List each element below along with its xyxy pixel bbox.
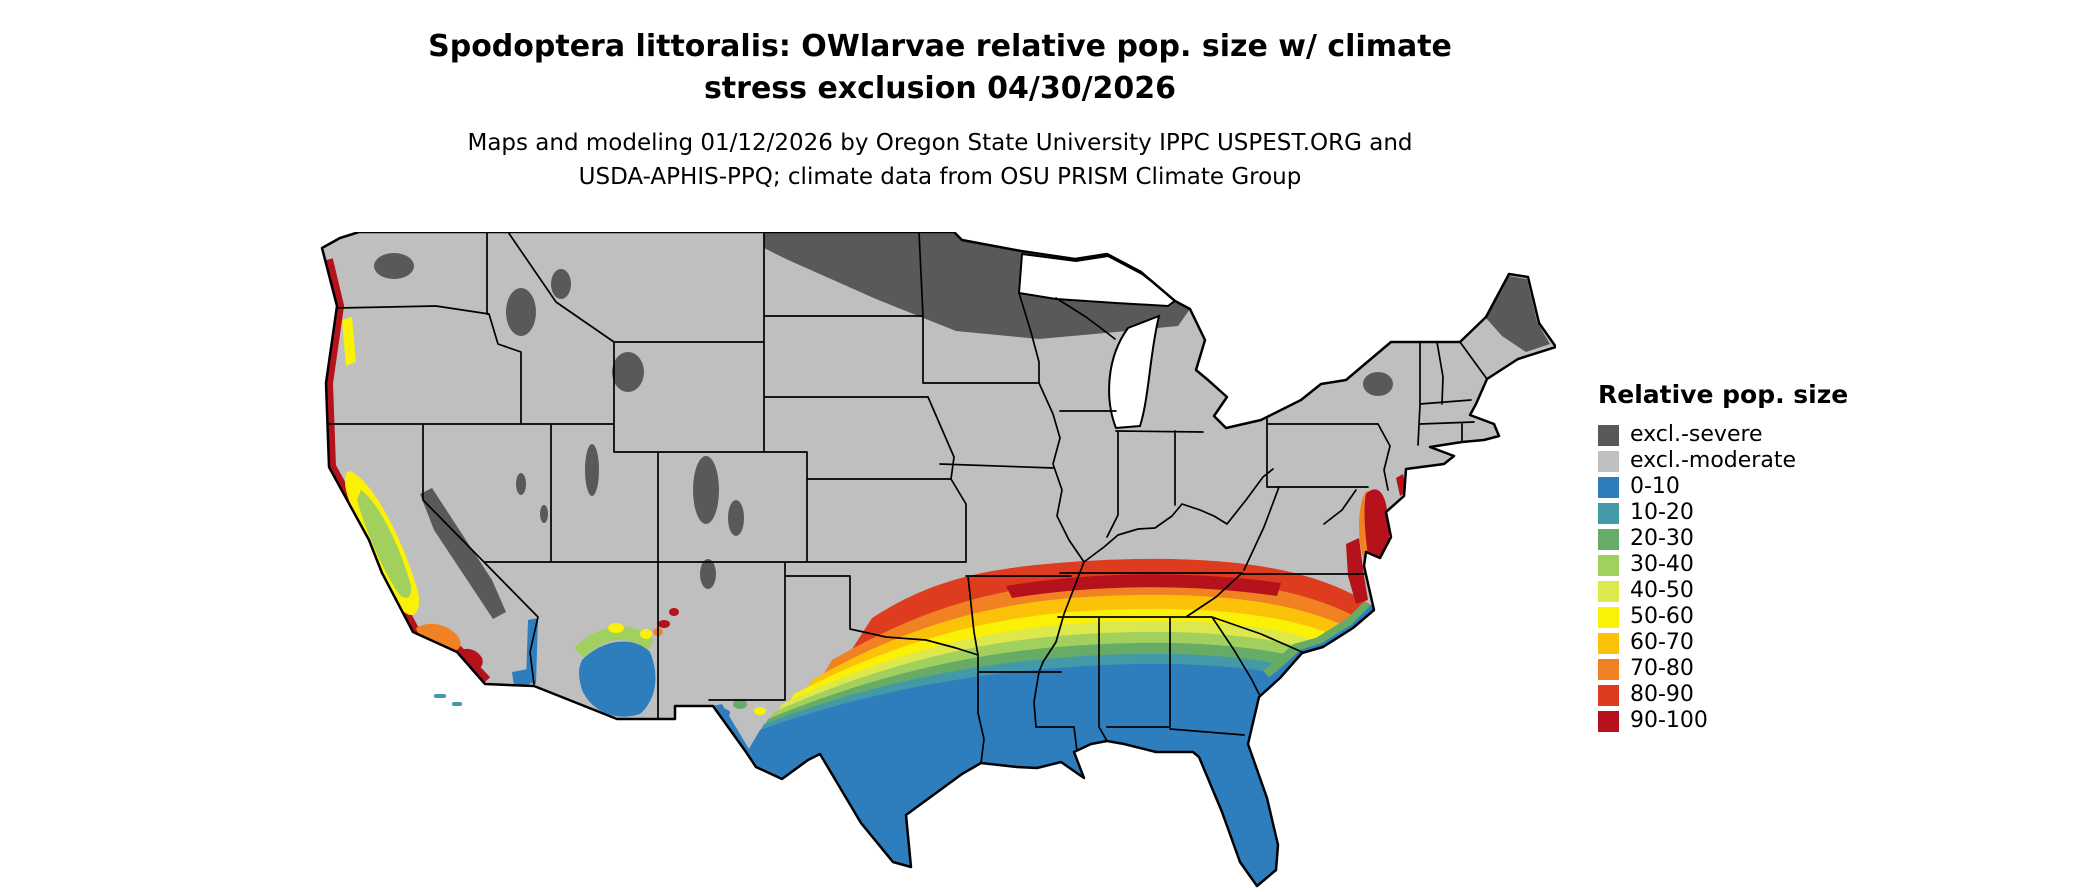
- map-colorado-river-blue: [526, 618, 538, 684]
- legend-item: 50-60: [1598, 604, 1848, 630]
- legend-label: 40-50: [1630, 578, 1694, 603]
- legend-label: 0-10: [1630, 474, 1680, 499]
- map-channel-islands: [434, 694, 462, 706]
- map-nm-green-speck: [733, 699, 747, 709]
- legend-label: 90-100: [1630, 708, 1708, 733]
- map-arizona-blue: [579, 641, 656, 717]
- lake-michigan: [1108, 314, 1161, 430]
- legend-swatch-40-50: [1598, 580, 1619, 602]
- legend-swatch-30-40: [1598, 554, 1619, 576]
- legend-item: 60-70: [1598, 630, 1848, 656]
- state-borders: [325, 232, 1488, 764]
- legend-swatch-0-10: [1598, 476, 1619, 498]
- legend-label: 30-40: [1630, 552, 1694, 577]
- map-carolina-coast-green: [1263, 600, 1372, 678]
- map-imperial-blue: [512, 669, 530, 686]
- lake-superior: [1017, 252, 1178, 308]
- legend-item: excl.-severe: [1598, 422, 1848, 448]
- legend-swatch-10-20: [1598, 502, 1619, 524]
- legend-item: 80-90: [1598, 682, 1848, 708]
- legend-label: 70-80: [1630, 656, 1694, 681]
- map-arizona-red-specks: [658, 608, 679, 628]
- page-subtitle-line2: USDA-APHIS-PPQ; climate data from OSU PR…: [578, 164, 1302, 190]
- map-legend: Relative pop. size excl.-severe excl.-mo…: [1598, 380, 1848, 734]
- legend-swatch-excl-severe: [1598, 424, 1619, 446]
- legend-label: 80-90: [1630, 682, 1694, 707]
- legend-item: 70-80: [1598, 656, 1848, 682]
- legend-swatch-90-100: [1598, 710, 1619, 732]
- map-nm-yellow-speck: [754, 707, 766, 715]
- legend-label: 10-20: [1630, 500, 1694, 525]
- legend-item: 10-20: [1598, 500, 1848, 526]
- map-band-90-100-core: [1006, 574, 1281, 598]
- legend-item: 0-10: [1598, 474, 1848, 500]
- legend-item: excl.-moderate: [1598, 448, 1848, 474]
- legend-item: 90-100: [1598, 708, 1848, 734]
- legend-label: excl.-severe: [1630, 422, 1763, 447]
- map-virginia-red: [1346, 538, 1368, 604]
- legend-swatch-80-90: [1598, 684, 1619, 706]
- page-title-line1: Spodoptera littoralis: OWlarvae relative…: [428, 29, 1452, 64]
- page-title: Spodoptera littoralis: OWlarvae relative…: [0, 26, 1880, 110]
- us-map: [316, 232, 1556, 892]
- map-arizona-yellow-specks: [608, 623, 652, 639]
- legend-swatch-50-60: [1598, 606, 1619, 628]
- map-central-valley-green: [357, 490, 412, 598]
- map-socal-orange: [416, 623, 461, 652]
- legend-swatch-70-80: [1598, 658, 1619, 680]
- legend-swatch-20-30: [1598, 528, 1619, 550]
- page-subtitle-line1: Maps and modeling 01/12/2026 by Oregon S…: [467, 130, 1413, 156]
- legend-swatch-60-70: [1598, 632, 1619, 654]
- page-title-line2: stress exclusion 04/30/2026: [703, 71, 1177, 106]
- legend-swatch-excl-moderate: [1598, 450, 1619, 472]
- map-arizona-green-fringe: [574, 626, 654, 658]
- legend-title: Relative pop. size: [1598, 380, 1849, 409]
- map-willamette: [342, 317, 356, 366]
- legend-label: 20-30: [1630, 526, 1694, 551]
- page-subtitle: Maps and modeling 01/12/2026 by Oregon S…: [0, 126, 1880, 194]
- legend-item: 30-40: [1598, 552, 1848, 578]
- legend-label: 50-60: [1630, 604, 1694, 629]
- legend-label: 60-70: [1630, 630, 1694, 655]
- legend-item: 20-30: [1598, 526, 1848, 552]
- us-map-svg: [320, 232, 1556, 888]
- legend-item: 40-50: [1598, 578, 1848, 604]
- us-outline: [320, 232, 1556, 888]
- legend-label: excl.-moderate: [1630, 448, 1796, 473]
